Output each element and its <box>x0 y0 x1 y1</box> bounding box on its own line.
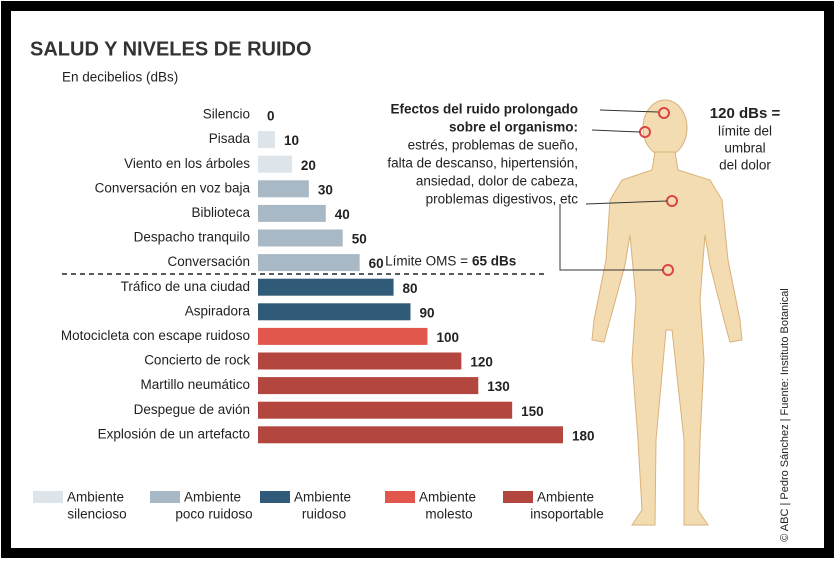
subtitle: En decibelios (dBs) <box>62 70 178 85</box>
value-label: 0 <box>267 109 275 124</box>
bar <box>258 229 343 247</box>
bar <box>258 131 275 149</box>
pain-line: límite del <box>718 124 772 139</box>
value-label: 100 <box>436 330 459 345</box>
value-label: 90 <box>420 305 435 320</box>
bar <box>258 401 513 419</box>
legend-label: Ambiente <box>184 490 241 505</box>
category-label: Biblioteca <box>191 205 250 220</box>
value-label: 10 <box>284 133 299 148</box>
category-label: Aspiradora <box>185 303 251 318</box>
pain-line: del dolor <box>719 158 771 173</box>
value-label: 130 <box>487 379 510 394</box>
category-label: Viento en los árboles <box>124 156 250 171</box>
bar <box>258 303 411 321</box>
value-label: 40 <box>335 207 350 222</box>
value-label: 50 <box>352 232 367 247</box>
effects-heading: Efectos del ruido prolongado <box>390 102 578 117</box>
category-label: Despacho tranquilo <box>134 230 250 245</box>
legend-label: poco ruidoso <box>175 507 252 522</box>
who-limit-label: Límite OMS = <box>385 254 468 269</box>
legend-label: Ambiente <box>294 490 351 505</box>
legend-label: molesto <box>425 507 472 522</box>
category-label: Concierto de rock <box>144 353 250 368</box>
effects-line: ansiedad, dolor de cabeza, <box>416 174 578 189</box>
bar <box>258 155 292 173</box>
legend-swatch <box>385 491 415 503</box>
bar <box>258 204 326 222</box>
category-label: Conversación <box>167 254 250 269</box>
legend-label: silencioso <box>67 507 126 522</box>
category-label: Martillo neumático <box>140 377 250 392</box>
legend-swatch <box>260 491 290 503</box>
pain-heading: 120 dBs = <box>710 105 781 122</box>
effects-line: problemas digestivos, etc <box>426 192 579 207</box>
pain-line: umbral <box>724 141 765 156</box>
value-label: 30 <box>318 182 333 197</box>
category-label: Motocicleta con escape ruidoso <box>61 328 250 343</box>
legend-label: Ambiente <box>537 490 594 505</box>
chart-title: SALUD Y NIVELES DE RUIDO <box>30 38 312 60</box>
bar <box>258 254 360 272</box>
category-label: Tráfico de una ciudad <box>121 279 250 294</box>
credit: © ABC | Pedro Sánchez | Fuente: Institut… <box>779 288 791 542</box>
legend-label: insoportable <box>530 507 604 522</box>
value-label: 60 <box>369 256 384 271</box>
bar <box>258 327 428 345</box>
category-label: Silencio <box>203 107 250 122</box>
legend-label: Ambiente <box>419 490 476 505</box>
value-label: 80 <box>403 281 418 296</box>
body-figure <box>591 99 743 526</box>
legend-swatch <box>150 491 180 503</box>
effects-heading: sobre el organismo: <box>449 120 578 135</box>
effects-line: falta de descanso, hipertensión, <box>387 156 578 171</box>
category-label: Conversación en voz baja <box>95 180 251 195</box>
category-label: Explosión de un artefacto <box>98 426 250 441</box>
effects-line: estrés, problemas de sueño, <box>408 138 578 153</box>
bar <box>258 278 394 296</box>
bar <box>258 377 479 395</box>
bar <box>258 426 563 444</box>
category-label: Despegue de avión <box>134 402 250 417</box>
legend-label: ruidoso <box>302 507 346 522</box>
category-label: Pisada <box>209 131 251 146</box>
bar <box>258 352 462 370</box>
value-label: 20 <box>301 158 316 173</box>
value-label: 120 <box>470 355 493 370</box>
legend-swatch <box>33 491 63 503</box>
bar <box>258 180 309 198</box>
value-label: 150 <box>521 404 544 419</box>
legend-swatch <box>503 491 533 503</box>
value-label: 180 <box>572 428 595 443</box>
connectors <box>559 109 668 271</box>
who-limit-value: 65 dBs <box>472 254 516 269</box>
legend-label: Ambiente <box>67 490 124 505</box>
